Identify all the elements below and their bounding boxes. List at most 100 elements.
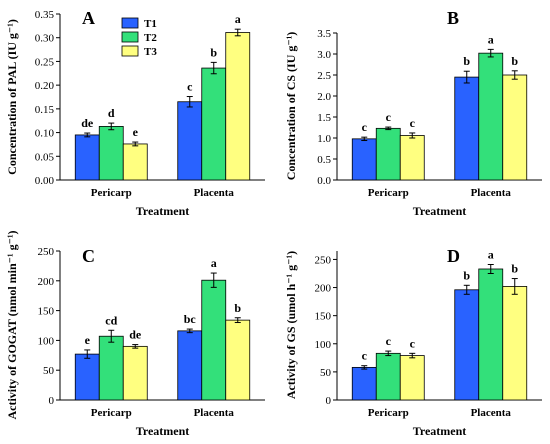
significance-letter: b: [511, 54, 518, 68]
bar-t3-pericarp: [399, 355, 425, 401]
y-tick-label: 0.05: [35, 151, 55, 163]
significance-letter: c: [410, 116, 416, 130]
panel-letter: A: [82, 8, 95, 28]
y-tick-label: 50: [320, 367, 332, 379]
y-tick-label: 0: [326, 395, 332, 407]
bar-t2-placenta: [478, 268, 504, 401]
bar-t3-pericarp: [399, 135, 425, 181]
significance-letter: c: [410, 336, 416, 350]
significance-letter: b: [234, 301, 241, 315]
panel-letter: C: [82, 246, 95, 266]
bar-t2-pericarp: [98, 126, 124, 181]
x-category-label: Pericarp: [91, 187, 132, 199]
x-axis-title: Treatment: [413, 204, 467, 218]
bar-t1-pericarp: [351, 366, 377, 401]
y-axis-title: Activity of GS (umol h⁻¹ g⁻¹): [284, 251, 298, 399]
significance-letter: b: [210, 45, 217, 59]
y-tick-label: 100: [315, 339, 332, 351]
legend-swatch-t2: [121, 31, 139, 43]
significance-letter: cd: [105, 313, 117, 327]
significance-letter: a: [235, 12, 241, 26]
bar-t1-placenta: [454, 289, 480, 401]
bar-t1-pericarp: [74, 353, 100, 401]
chart-panel-b: 0.0 0.5 1.0 1.5 2.0 2.5 3.0 3.5 c c c Pericarp b a b Pl…: [284, 8, 542, 218]
x-category-label: Placenta: [471, 187, 512, 199]
bar-t1-placenta: [454, 76, 480, 181]
y-tick-label: 150: [38, 306, 55, 318]
chart-panel-d: 0 50 100 150 200 250 c c c Pericarp b a b Placenta Tre…: [284, 246, 542, 438]
significance-letter: b: [463, 54, 470, 68]
y-tick-label: 0.30: [35, 33, 55, 45]
legend-label: T1: [144, 18, 157, 30]
x-category-label: Pericarp: [91, 407, 132, 419]
significance-letter: c: [362, 349, 368, 363]
legend-label: T3: [144, 46, 157, 58]
y-tick-label: 200: [38, 276, 55, 288]
bar-t2-pericarp: [375, 352, 401, 401]
y-tick-label: 0: [49, 395, 55, 407]
x-category-label: Pericarp: [368, 407, 409, 419]
y-tick-label: 0.35: [35, 9, 55, 21]
x-category-label: Placenta: [471, 407, 512, 419]
bar-t3-placenta: [225, 32, 251, 181]
x-axis-title: Treatment: [136, 204, 190, 218]
significance-letter: de: [81, 116, 94, 130]
y-axis-title: Activity of GOGAT (nmol min⁻¹ g⁻¹): [5, 230, 19, 419]
significance-letter: b: [463, 268, 470, 282]
significance-letter: de: [129, 328, 142, 342]
significance-letter: c: [386, 110, 392, 124]
bar-t1-placenta: [177, 330, 203, 401]
legend: T1 T2 T3: [121, 17, 157, 58]
bar-t3-placenta: [502, 286, 528, 401]
y-tick-label: 2.5: [317, 70, 331, 82]
bar-t3-pericarp: [122, 345, 148, 401]
y-tick-label: 0.25: [35, 56, 55, 68]
y-tick-label: 250: [315, 254, 332, 266]
significance-letter: d: [108, 106, 115, 120]
y-tick-label: 150: [315, 311, 332, 323]
bar-t1-pericarp: [74, 134, 100, 181]
significance-letter: b: [511, 262, 518, 276]
y-tick-label: 3.5: [317, 28, 331, 40]
bar-t2-placenta: [478, 52, 504, 181]
panel-letter: B: [447, 8, 459, 28]
x-category-label: Pericarp: [368, 187, 409, 199]
bar-t2-placenta: [201, 279, 227, 401]
y-axis-title: Concentration of PAL (IU g⁻¹): [5, 19, 19, 175]
panel-letter: D: [447, 246, 460, 266]
significance-letter: c: [187, 80, 193, 94]
y-tick-label: 2.0: [317, 91, 331, 103]
y-tick-label: 0.15: [35, 104, 55, 116]
significance-letter: e: [85, 333, 91, 347]
y-tick-label: 0.0: [317, 175, 331, 187]
chart-panel-a: 0.000.050.100.150.200.250.300.35dedePeri…: [5, 8, 265, 218]
bar-t3-pericarp: [122, 143, 148, 181]
significance-letter: bc: [184, 312, 197, 326]
bar-t3-placenta: [502, 74, 528, 181]
bar-t1-pericarp: [351, 138, 377, 181]
y-tick-label: 1.5: [317, 112, 331, 124]
legend-label: T2: [144, 32, 157, 44]
bar-t2-pericarp: [98, 335, 124, 401]
significance-letter: a: [488, 32, 494, 46]
bar-t3-placenta: [225, 319, 251, 401]
significance-letter: a: [488, 247, 494, 261]
x-category-label: Placenta: [194, 187, 235, 199]
y-tick-label: 250: [38, 246, 55, 258]
y-tick-label: 0.00: [35, 175, 55, 187]
x-axis-title: Treatment: [136, 424, 190, 438]
y-tick-label: 100: [38, 335, 55, 347]
bar-t2-pericarp: [375, 127, 401, 181]
significance-letter: e: [133, 125, 139, 139]
y-tick-label: 3.0: [317, 49, 331, 61]
x-category-label: Placenta: [194, 407, 235, 419]
x-axis-title: Treatment: [413, 424, 467, 438]
significance-letter: c: [362, 120, 368, 134]
y-tick-label: 0.20: [35, 80, 55, 92]
y-tick-label: 200: [315, 283, 332, 295]
significance-letter: a: [211, 256, 217, 270]
significance-letter: c: [386, 334, 392, 348]
